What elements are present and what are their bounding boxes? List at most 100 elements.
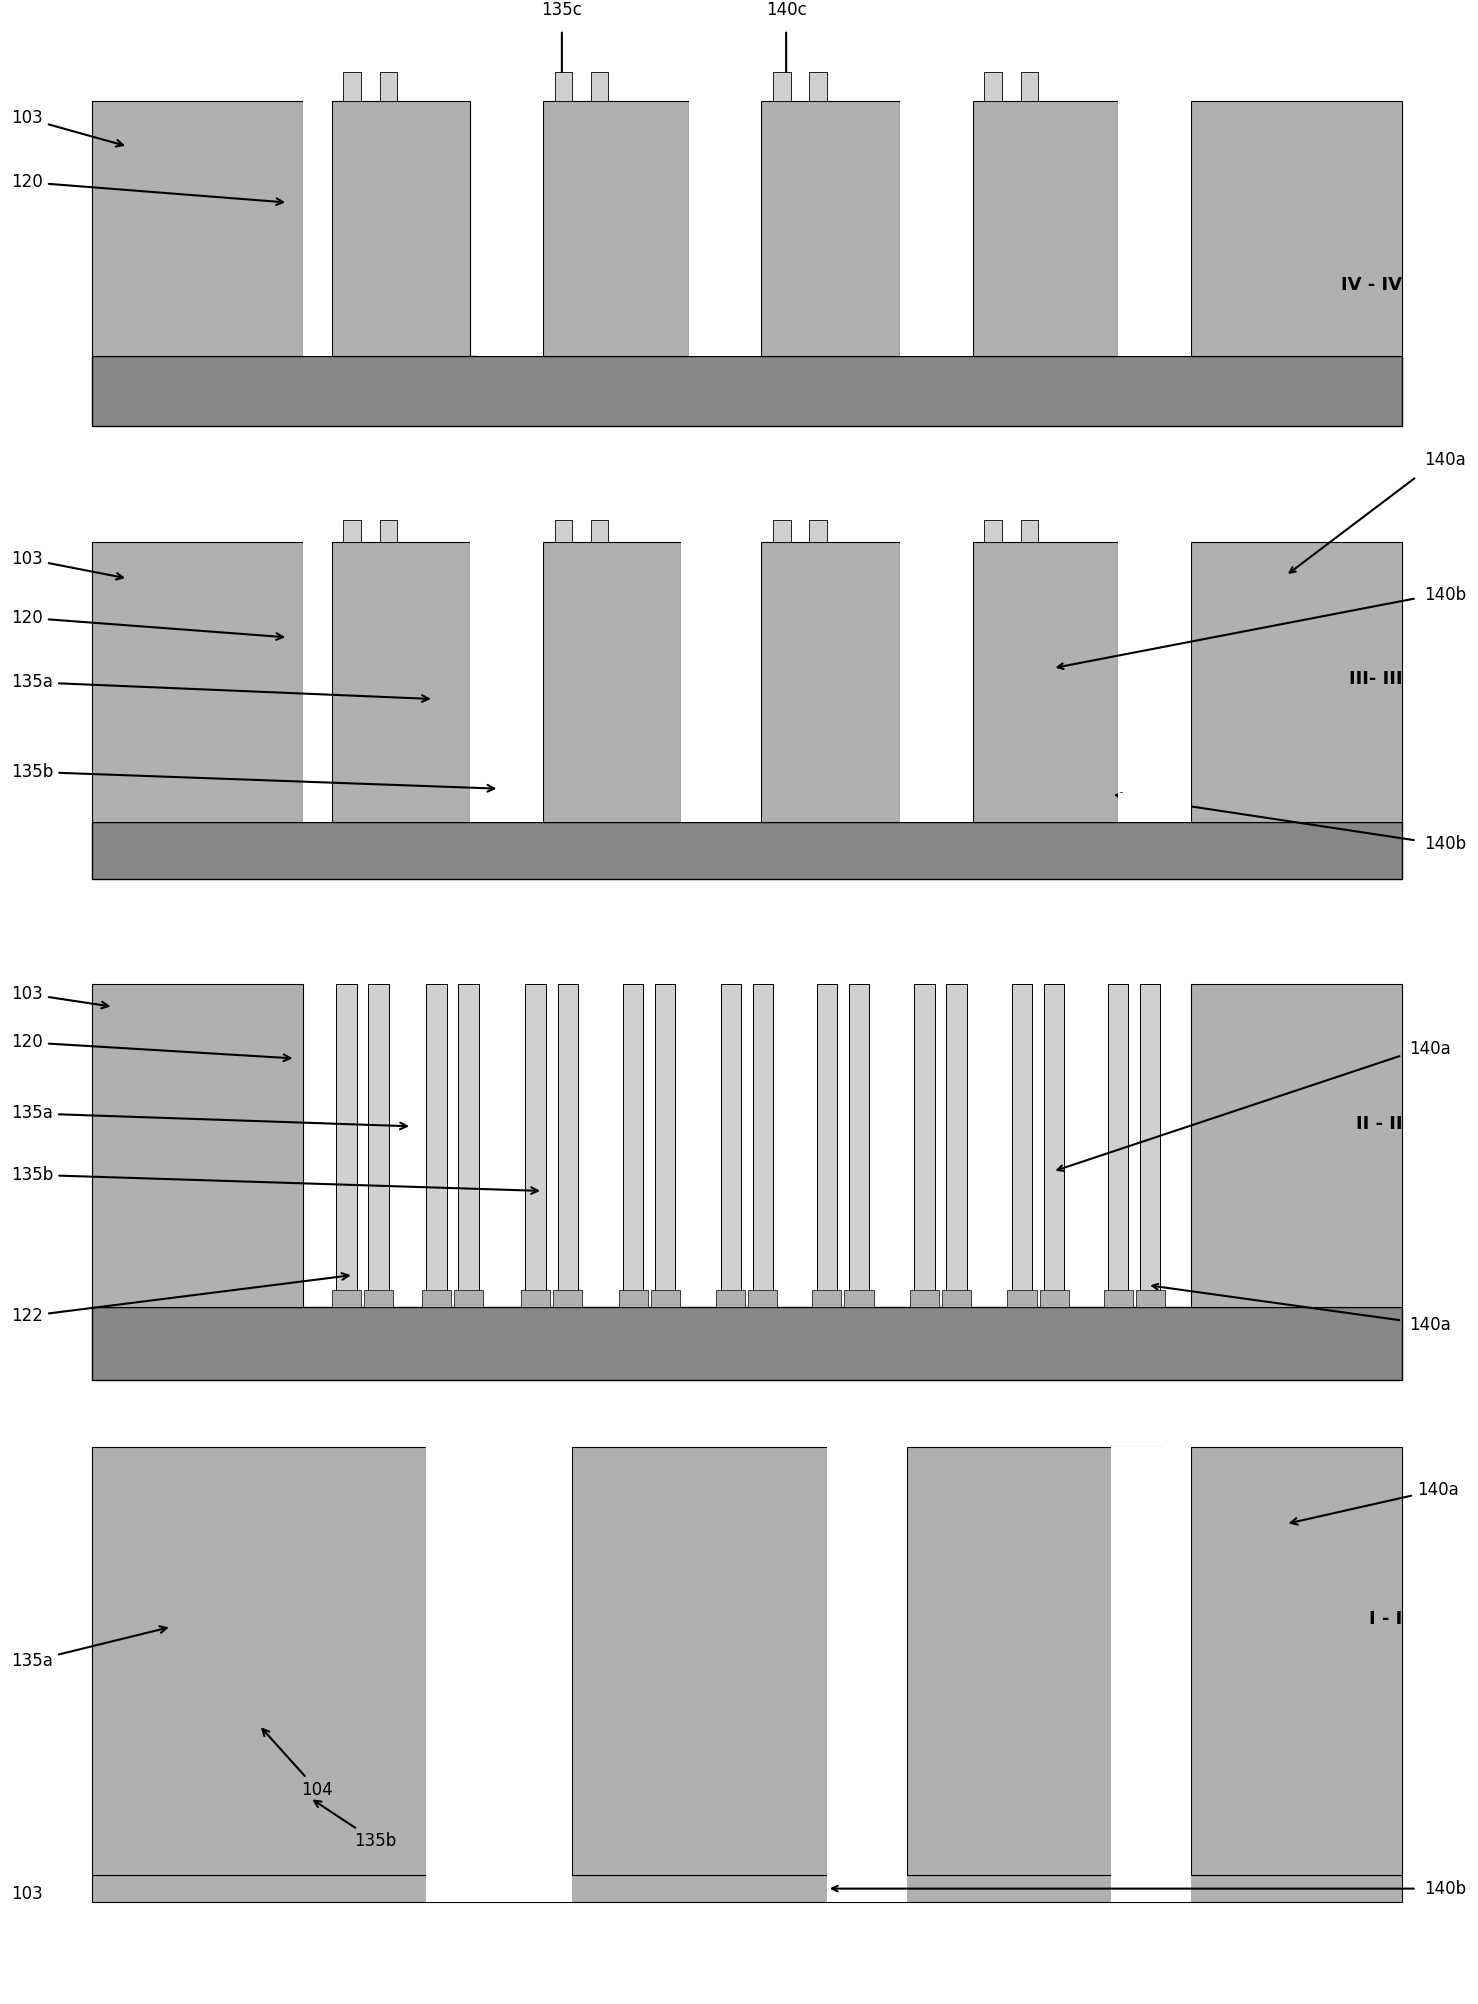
Text: 120: 120: [12, 172, 282, 204]
Bar: [542, 543, 681, 822]
Bar: [761, 543, 900, 822]
Bar: [427, 1876, 572, 1902]
Bar: [1012, 984, 1032, 1307]
Bar: [1104, 1289, 1132, 1307]
Bar: [721, 984, 740, 1307]
Bar: [92, 1876, 1403, 1902]
Bar: [984, 72, 1002, 100]
Bar: [343, 72, 361, 100]
Text: II - II: II - II: [1355, 1114, 1403, 1132]
Text: 140a: 140a: [1410, 1040, 1451, 1058]
Text: 103: 103: [12, 984, 108, 1008]
Bar: [454, 1289, 483, 1307]
Text: 122: 122: [12, 1273, 349, 1325]
Bar: [92, 1447, 427, 1876]
Bar: [303, 543, 331, 822]
Bar: [331, 543, 470, 822]
Text: 140a: 140a: [1423, 451, 1466, 469]
Text: 120: 120: [12, 609, 282, 639]
Bar: [900, 543, 973, 822]
Bar: [336, 984, 356, 1307]
Bar: [477, 100, 542, 355]
Text: 135a: 135a: [12, 673, 429, 701]
Text: 103: 103: [12, 110, 123, 146]
Bar: [910, 1289, 939, 1307]
Bar: [1191, 543, 1403, 822]
Bar: [1140, 984, 1160, 1307]
Bar: [380, 521, 398, 543]
Bar: [810, 521, 826, 543]
Bar: [1119, 100, 1191, 355]
Bar: [773, 72, 791, 100]
Bar: [92, 1307, 1403, 1381]
Bar: [303, 100, 331, 355]
Bar: [427, 984, 446, 1307]
Bar: [553, 1289, 582, 1307]
Bar: [907, 1447, 1162, 1876]
Bar: [773, 521, 791, 543]
Bar: [542, 100, 689, 355]
Bar: [1111, 1447, 1191, 1876]
Text: 140b: 140b: [1423, 836, 1466, 854]
Text: I - I: I - I: [1369, 1609, 1403, 1627]
Bar: [900, 794, 973, 822]
Bar: [1108, 984, 1128, 1307]
Bar: [470, 543, 542, 822]
Bar: [1043, 984, 1064, 1307]
Bar: [1021, 521, 1038, 543]
Bar: [423, 1289, 451, 1307]
Text: 135b: 135b: [315, 1802, 396, 1850]
Bar: [92, 984, 303, 1307]
Text: 140a: 140a: [1290, 1481, 1459, 1525]
Bar: [92, 100, 303, 355]
Text: 135b: 135b: [12, 764, 494, 792]
Bar: [689, 100, 761, 355]
Text: 135a: 135a: [12, 1627, 167, 1669]
Bar: [810, 72, 826, 100]
Bar: [522, 1289, 550, 1307]
Bar: [748, 1289, 777, 1307]
Bar: [303, 794, 331, 822]
Text: III- III: III- III: [1348, 669, 1403, 687]
Text: 103: 103: [12, 1886, 43, 1904]
Bar: [752, 984, 773, 1307]
Bar: [427, 1447, 572, 1876]
Bar: [364, 1289, 393, 1307]
Bar: [1191, 100, 1403, 355]
Text: 140b: 140b: [1423, 1880, 1466, 1898]
Bar: [1191, 984, 1403, 1307]
Bar: [1119, 543, 1191, 822]
Bar: [826, 1447, 907, 1876]
Bar: [844, 1289, 873, 1307]
Bar: [458, 984, 479, 1307]
Bar: [826, 1876, 907, 1902]
Bar: [92, 543, 303, 822]
Bar: [848, 984, 869, 1307]
Text: 104: 104: [263, 1729, 333, 1800]
Text: 103: 103: [12, 549, 123, 579]
Bar: [817, 984, 837, 1307]
Bar: [915, 984, 934, 1307]
Text: 135a: 135a: [12, 1104, 406, 1130]
Bar: [946, 984, 967, 1307]
Bar: [470, 794, 542, 822]
Bar: [624, 984, 643, 1307]
Bar: [973, 543, 1119, 822]
Text: 135c: 135c: [541, 2, 582, 20]
Bar: [1021, 72, 1038, 100]
Text: 140b: 140b: [1423, 587, 1466, 605]
Bar: [973, 100, 1119, 355]
Bar: [1111, 1876, 1191, 1902]
Bar: [681, 794, 761, 822]
Bar: [900, 100, 973, 355]
Bar: [1191, 1447, 1403, 1876]
Bar: [619, 1289, 647, 1307]
Bar: [655, 984, 675, 1307]
Bar: [554, 521, 572, 543]
Bar: [681, 543, 761, 822]
Bar: [343, 521, 361, 543]
Text: 140a: 140a: [1410, 1317, 1451, 1335]
Bar: [331, 1289, 361, 1307]
Bar: [650, 1289, 680, 1307]
Bar: [941, 1289, 971, 1307]
